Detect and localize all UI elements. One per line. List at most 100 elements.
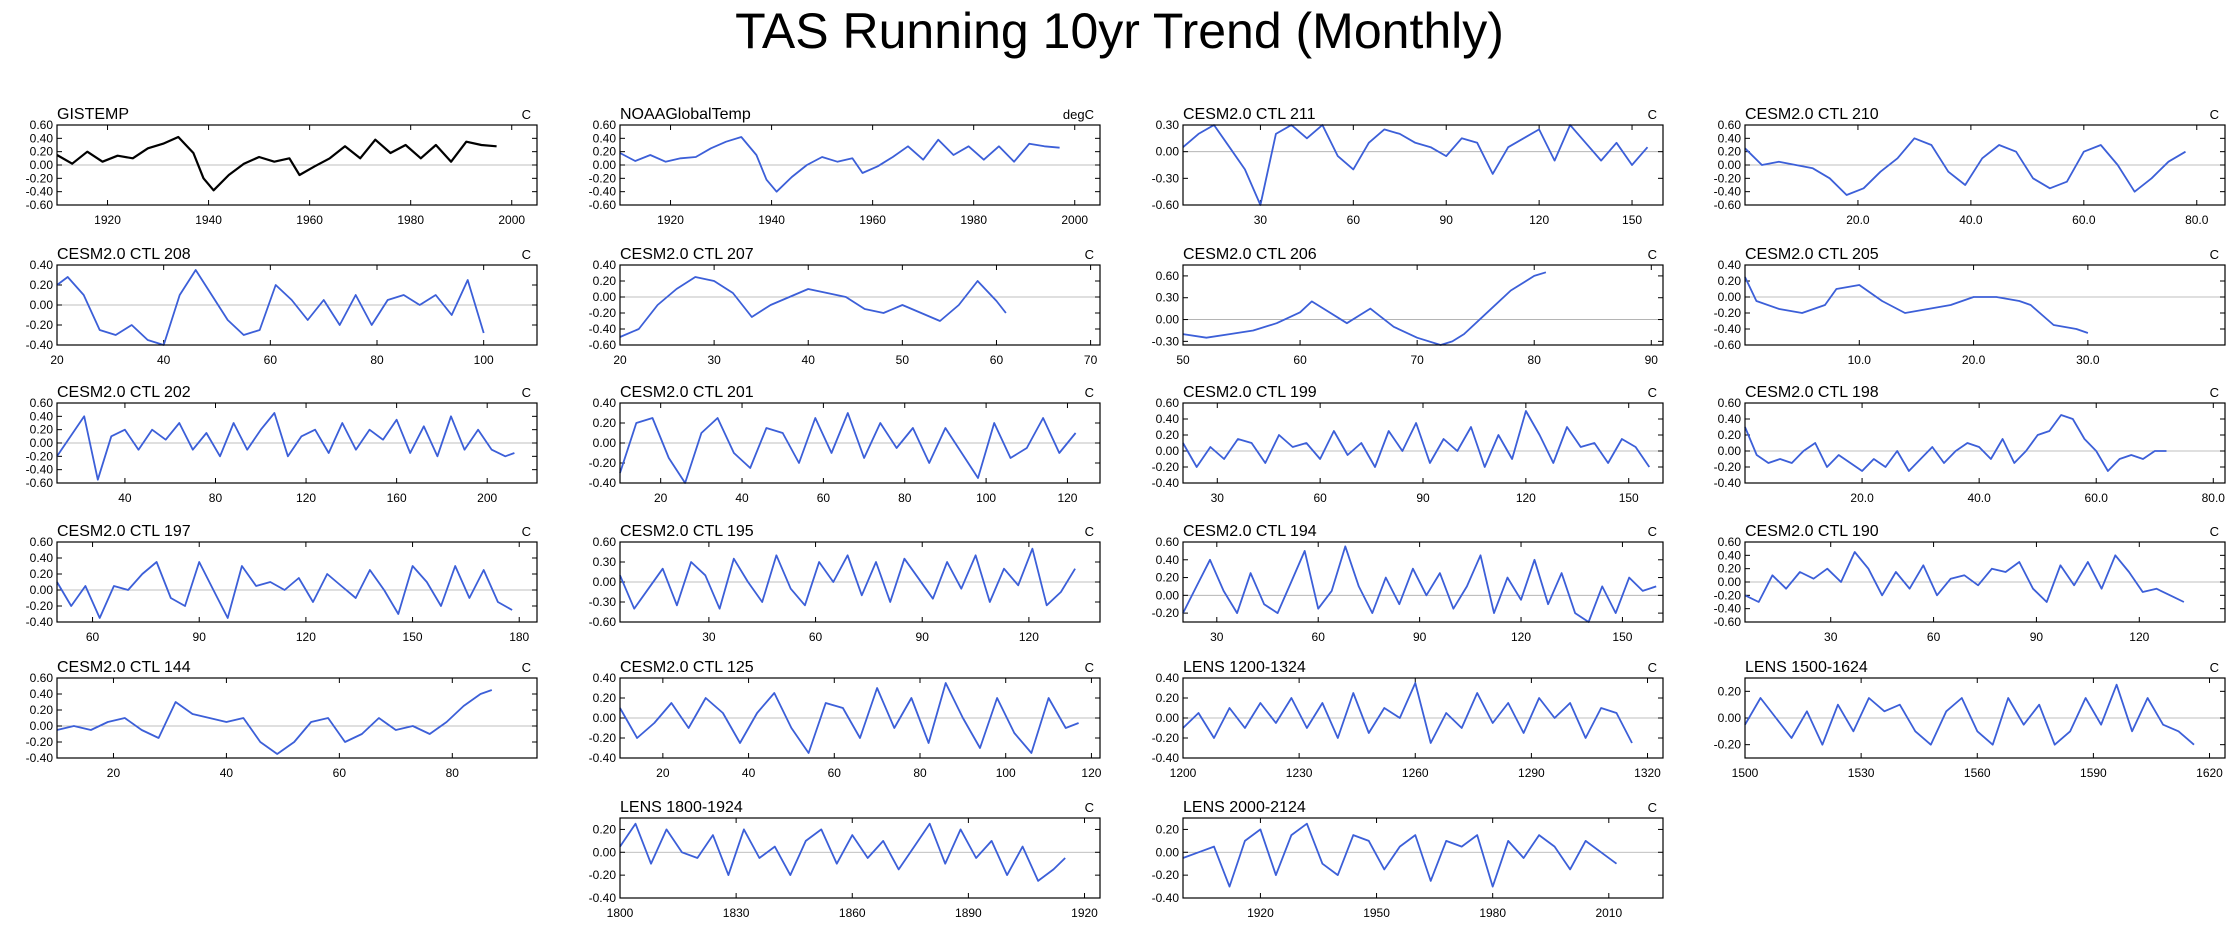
y-tick-label: 0.20 [593, 145, 617, 159]
y-tick-label: 0.20 [1156, 822, 1180, 836]
chart-panel: CESM2.0 CTL 197 C 0.60 0.40 0.20 0.00 -0.20 -0.… [26, 523, 538, 644]
y-tick-label: -0.40 [26, 463, 54, 477]
panel-title: CESM2.0 CTL 206 [1183, 246, 1317, 263]
x-tick-label: 80 [913, 766, 927, 780]
y-tick-label: 0.20 [30, 145, 54, 159]
y-tick-label: 0.00 [1156, 145, 1180, 159]
plot-frame [1182, 541, 1664, 623]
plot-frame [1182, 817, 1664, 899]
panel-title: CESM2.0 CTL 208 [57, 246, 191, 263]
y-tick-label: 0.00 [30, 158, 54, 172]
x-tick-label: 30 [1824, 630, 1838, 644]
y-tick-label: 0.20 [593, 691, 617, 705]
y-tick-label: -0.30 [1152, 171, 1180, 185]
x-tick-label: 1960 [859, 213, 886, 227]
y-tick-label: 0.30 [1156, 291, 1180, 305]
x-tick-label: 60 [828, 766, 842, 780]
panel-unit: C [1648, 247, 1657, 262]
panel-unit: C [1648, 385, 1657, 400]
x-tick-label: 60 [264, 353, 278, 367]
y-tick-label: 0.40 [593, 396, 617, 410]
y-tick-label: -0.60 [589, 338, 617, 352]
x-tick-label: 1530 [1848, 766, 1875, 780]
y-tick-label: -0.20 [589, 731, 617, 745]
y-tick-label: 0.40 [1718, 131, 1742, 145]
x-tick-label: 120 [1057, 491, 1077, 505]
x-tick-label: 1560 [1964, 766, 1991, 780]
plot-frame [1182, 402, 1664, 484]
y-tick-label: 0.60 [1718, 535, 1742, 549]
series-line [1182, 271, 1547, 346]
y-tick-label: -0.40 [1714, 322, 1742, 336]
x-tick-label: 80 [209, 491, 223, 505]
y-tick-label: -0.20 [589, 868, 617, 882]
y-tick-label: 0.60 [593, 118, 617, 132]
panel-unit: C [1648, 107, 1657, 122]
series-line [1744, 276, 2089, 334]
x-tick-label: 100 [976, 491, 996, 505]
y-tick-label: 0.00 [1156, 711, 1180, 725]
x-tick-label: 1230 [1286, 766, 1313, 780]
y-tick-label: -0.40 [589, 185, 617, 199]
plot-frame [619, 124, 1101, 206]
panel-unit: C [1085, 660, 1094, 675]
chart-panel: CESM2.0 CTL 199 C 0.60 0.40 0.20 0.00 -0.20 -0.… [1152, 384, 1664, 505]
y-tick-label: -0.60 [1714, 615, 1742, 629]
y-tick-label: -0.40 [26, 751, 54, 765]
x-tick-label: 90 [1413, 630, 1427, 644]
y-tick-label: -0.60 [589, 615, 617, 629]
x-tick-label: 20 [654, 491, 668, 505]
plot-frame [619, 264, 1101, 346]
chart-panel: LENS 1200-1324 C 0.40 0.20 0.00 -0.20 -0.40120… [1152, 659, 1664, 780]
panel-unit: C [1648, 800, 1657, 815]
x-tick-label: 60 [333, 766, 347, 780]
chart-panel: CESM2.0 CTL 125 C 0.40 0.20 0.00 -0.20 -0.40 20… [589, 659, 1102, 780]
y-tick-label: 0.30 [1156, 118, 1180, 132]
x-tick-label: 20 [613, 353, 627, 367]
x-tick-label: 2000 [1061, 213, 1088, 227]
panel-title: CESM2.0 CTL 205 [1745, 246, 1879, 263]
y-tick-label: -0.30 [1152, 334, 1180, 348]
x-tick-label: 40 [220, 766, 234, 780]
x-tick-label: 150 [403, 630, 423, 644]
y-tick-label: -0.40 [26, 615, 54, 629]
x-tick-label: 70 [1410, 353, 1424, 367]
x-tick-label: 1920 [94, 213, 121, 227]
y-tick-label: -0.60 [589, 198, 617, 212]
chart-panel: CESM2.0 CTL 205 C 0.40 0.20 0.00 -0.20 -0.40 -0… [1714, 246, 2226, 367]
y-tick-label: -0.40 [26, 338, 54, 352]
x-tick-label: 80 [898, 491, 912, 505]
x-tick-label: 80 [1528, 353, 1542, 367]
plot-frame [619, 817, 1101, 899]
y-tick-label: 0.40 [30, 687, 54, 701]
y-tick-label: 0.40 [1156, 553, 1180, 567]
plot-frame [1744, 402, 2226, 484]
x-tick-label: 60.0 [2085, 491, 2109, 505]
series-line [619, 822, 1066, 882]
y-tick-label: 0.60 [1156, 396, 1180, 410]
page-title: TAS Running 10yr Trend (Monthly) [735, 3, 1504, 59]
panel-unit: C [2210, 247, 2219, 262]
x-tick-label: 2000 [498, 213, 525, 227]
panel-title: CESM2.0 CTL 195 [620, 523, 754, 540]
y-tick-label: 0.60 [593, 535, 617, 549]
x-tick-label: 1200 [1170, 766, 1197, 780]
plot-frame [1744, 541, 2226, 623]
y-tick-label: 0.00 [1718, 575, 1742, 589]
y-tick-label: 0.00 [593, 711, 617, 725]
y-tick-label: 0.40 [30, 258, 54, 272]
y-tick-label: 0.20 [30, 278, 54, 292]
x-tick-label: 90 [2030, 630, 2044, 644]
x-tick-label: 1940 [758, 213, 785, 227]
y-tick-label: 0.40 [593, 671, 617, 685]
x-tick-label: 10.0 [1848, 353, 1872, 367]
plot-frame [56, 264, 538, 346]
x-tick-label: 60 [1293, 353, 1307, 367]
x-tick-label: 120 [1019, 630, 1039, 644]
chart-panel: CESM2.0 CTL 210 C0.600.400.200.00-0.20-0.… [1714, 106, 2226, 227]
y-tick-label: 0.20 [593, 822, 617, 836]
y-tick-label: 0.40 [1156, 671, 1180, 685]
y-tick-label: -0.20 [1714, 306, 1742, 320]
x-tick-label: 30 [1254, 213, 1268, 227]
